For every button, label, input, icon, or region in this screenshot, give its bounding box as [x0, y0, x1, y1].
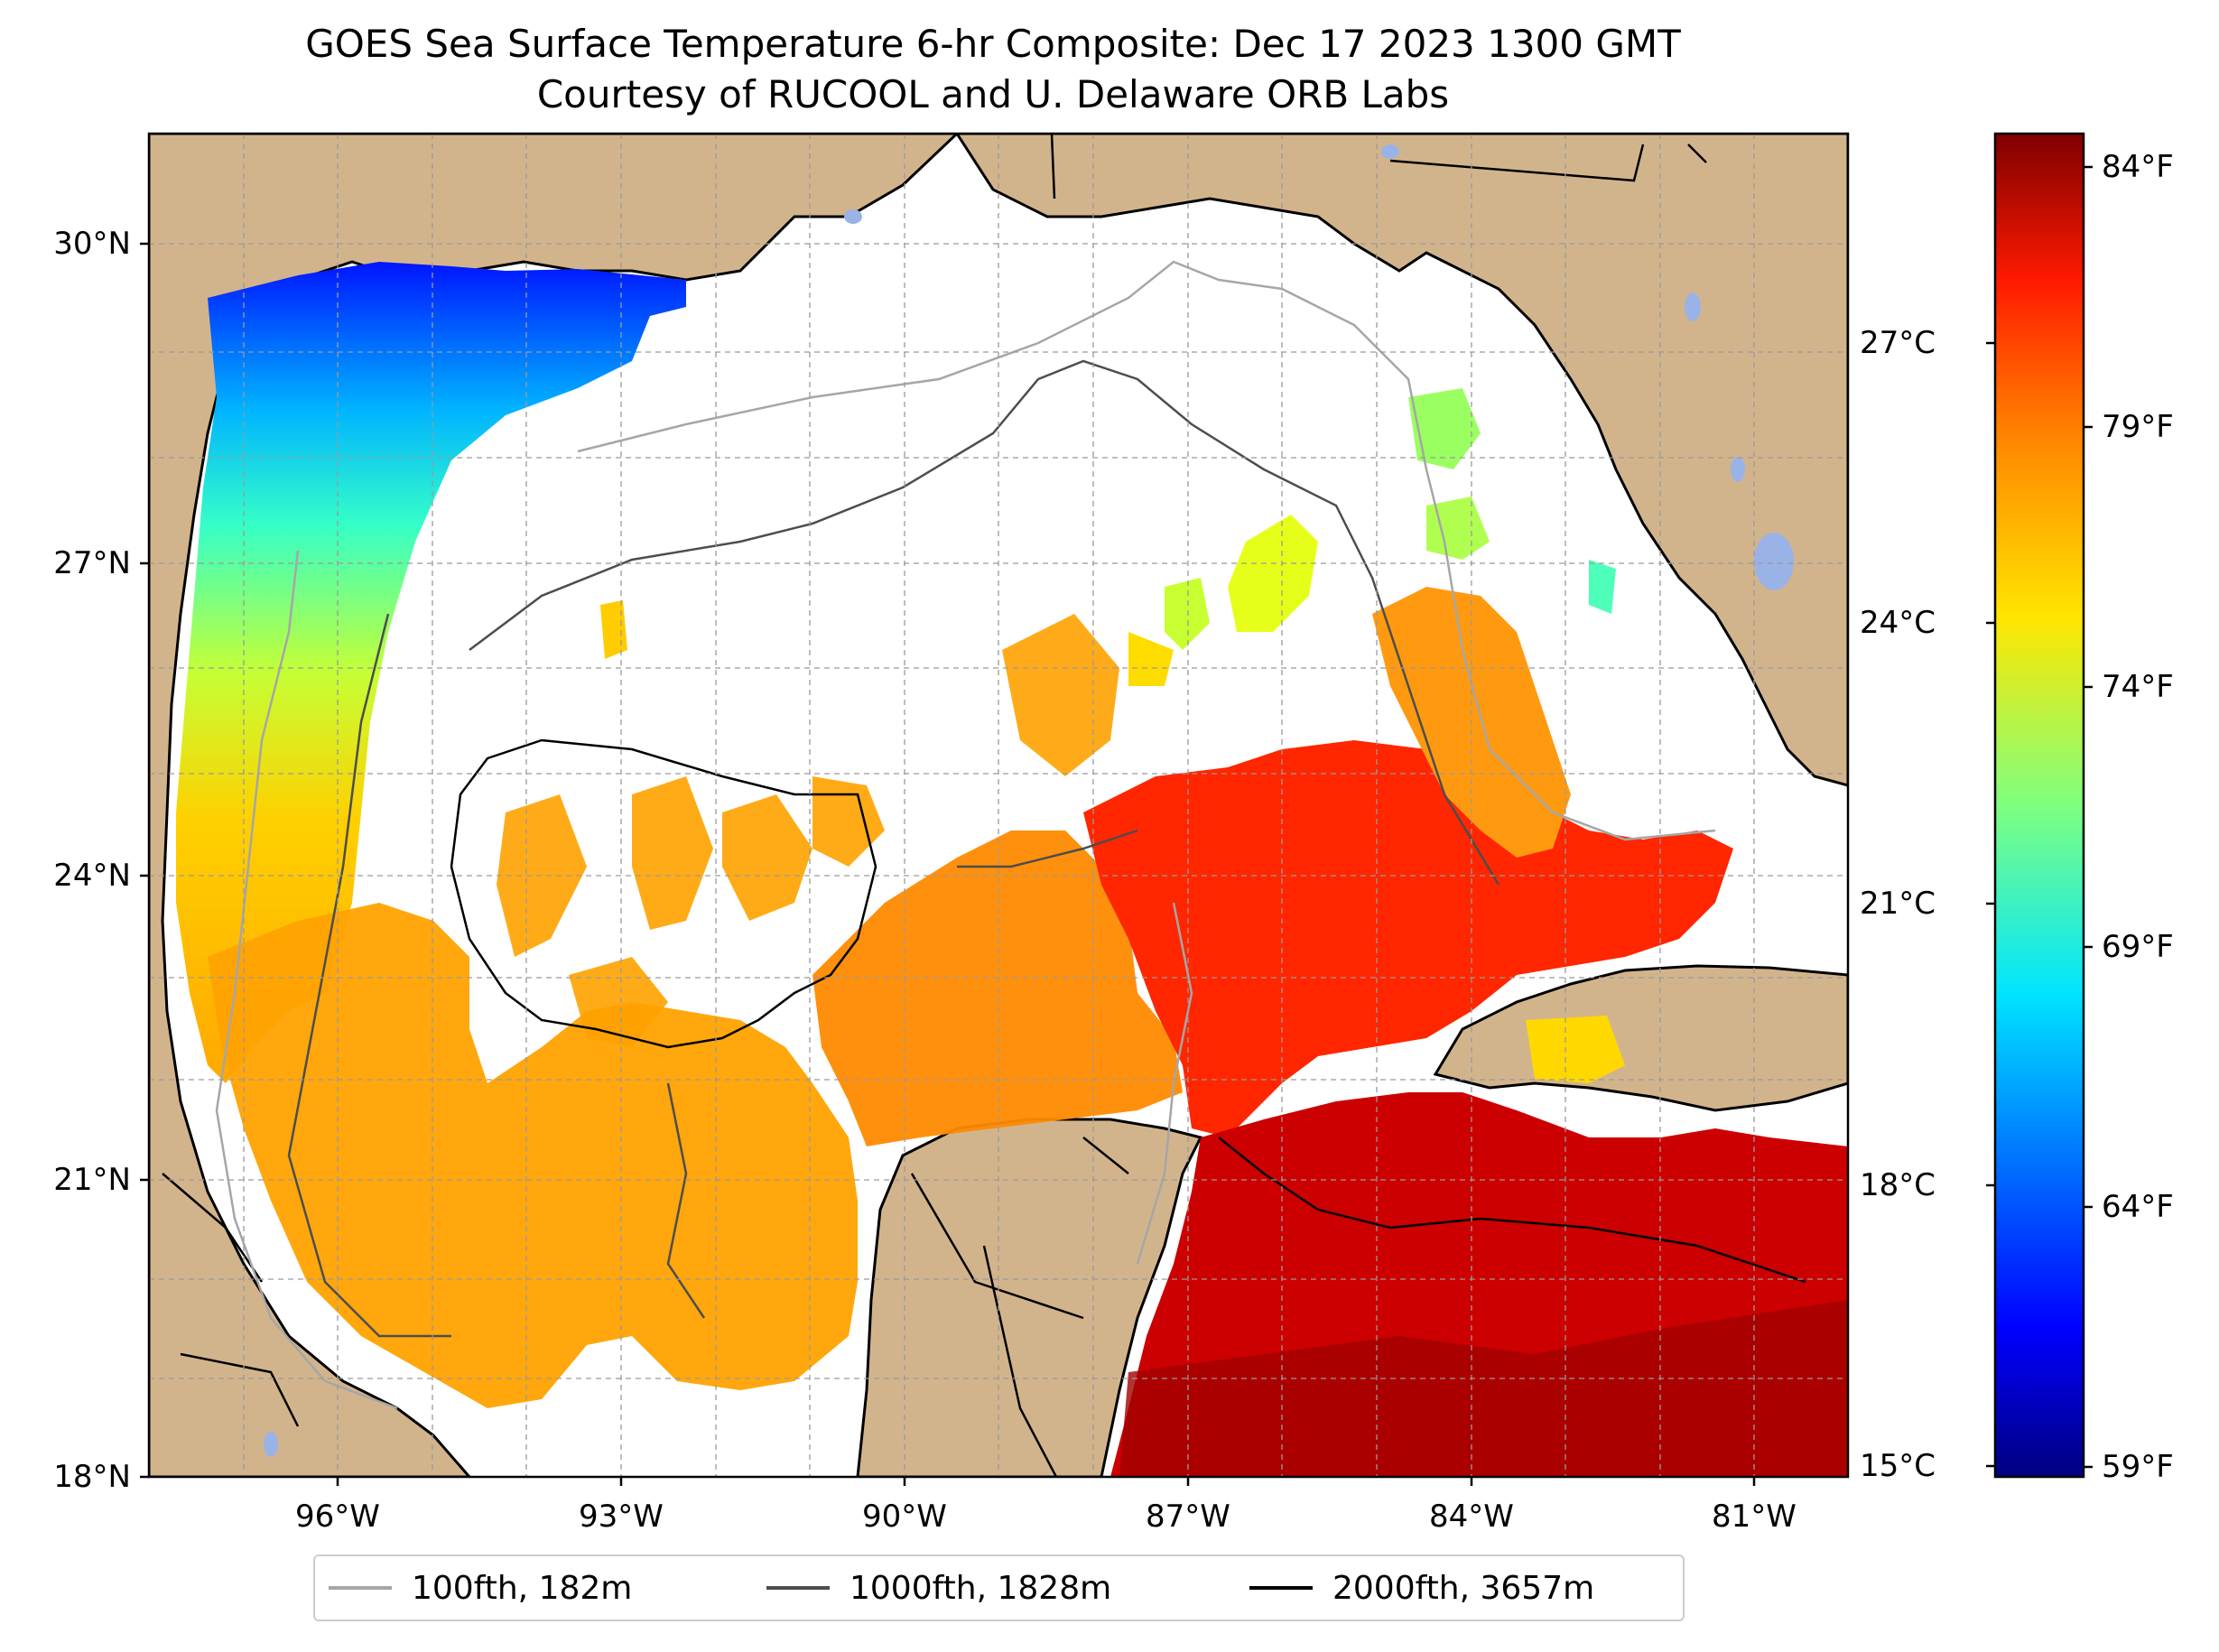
- map-title: GOES Sea Surface Temperature 6-hr Compos…: [305, 22, 1681, 66]
- land-yucatan: [856, 1118, 1203, 1477]
- colorbar-c-label: 15°C: [1860, 1448, 1936, 1484]
- sst-central-plumes: [497, 614, 1119, 1047]
- colorbar: [1993, 132, 2085, 1479]
- legend-label: 100fth, 182m: [412, 1569, 633, 1607]
- lat-label: 27°N: [53, 545, 131, 581]
- colorbar-c-label: 24°C: [1860, 605, 1936, 641]
- lake-small: [1381, 144, 1399, 159]
- lon-label: 93°W: [579, 1499, 664, 1535]
- lake-small: [264, 1432, 278, 1457]
- lake-small: [1685, 292, 1701, 321]
- lon-label: 96°W: [295, 1499, 380, 1535]
- lon-label: 87°W: [1146, 1499, 1230, 1535]
- legend-item-100fth: 100fth, 182m: [329, 1556, 632, 1620]
- legend-swatch: [1249, 1586, 1313, 1590]
- lon-label: 84°W: [1429, 1499, 1514, 1535]
- lake-okeechobee: [1754, 533, 1794, 590]
- colorbar-f-label: 74°F: [2102, 669, 2174, 705]
- colorbar-c-label: 18°C: [1860, 1167, 1936, 1203]
- colorbar-c-label: 27°C: [1860, 325, 1936, 361]
- sst-northeast-patches: [1128, 388, 1625, 1083]
- sst-western-gulf: [208, 903, 858, 1408]
- lat-label: 18°N: [53, 1459, 131, 1495]
- colorbar-f-label: 64°F: [2102, 1189, 2174, 1225]
- colorbar-ticks: [1986, 165, 2093, 1469]
- map-frame: [147, 132, 1850, 1479]
- lat-label: 21°N: [53, 1162, 131, 1198]
- land-florida: [955, 134, 1848, 787]
- legend-swatch: [766, 1586, 830, 1590]
- sst-eastern-gulf-red: [1083, 740, 1733, 1137]
- colorbar-f-label: 84°F: [2102, 149, 2174, 185]
- colorbar-f-label: 79°F: [2102, 409, 2174, 445]
- colorbar-c-label: 21°C: [1860, 886, 1936, 922]
- legend-label: 2000fth, 3657m: [1332, 1569, 1595, 1607]
- axis-ticks: [140, 242, 1756, 1486]
- sst-small-patch: [600, 600, 627, 659]
- map-subtitle: Courtesy of RUCOOL and U. Delaware ORB L…: [536, 72, 1450, 116]
- legend-item-2000fth: 2000fth, 3657m: [1249, 1556, 1594, 1620]
- contour-100fth: [215, 260, 1716, 1410]
- contour-1000fth: [287, 359, 1500, 1338]
- legend-item-1000fth: 1000fth, 1828m: [766, 1556, 1111, 1620]
- sst-caribbean-deep: [1119, 1300, 1848, 1477]
- lat-label: 24°N: [53, 858, 131, 894]
- border-lines: [162, 134, 1707, 1477]
- colorbar-f-label: 59°F: [2102, 1449, 2174, 1485]
- legend-swatch: [329, 1586, 392, 1590]
- legend-label: 1000fth, 1828m: [850, 1569, 1112, 1607]
- contour-legend: 100fth, 182m 1000fth, 1828m 2000fth, 365…: [313, 1555, 1685, 1621]
- lake-small: [1731, 457, 1745, 482]
- lon-label: 81°W: [1712, 1499, 1797, 1535]
- lake-small: [844, 209, 862, 224]
- lat-label: 30°N: [53, 226, 131, 262]
- colorbar-f-label: 69°F: [2102, 929, 2174, 965]
- sst-western-shelf: [176, 262, 686, 1083]
- graticule: [149, 134, 1848, 1477]
- lon-label: 90°W: [862, 1499, 947, 1535]
